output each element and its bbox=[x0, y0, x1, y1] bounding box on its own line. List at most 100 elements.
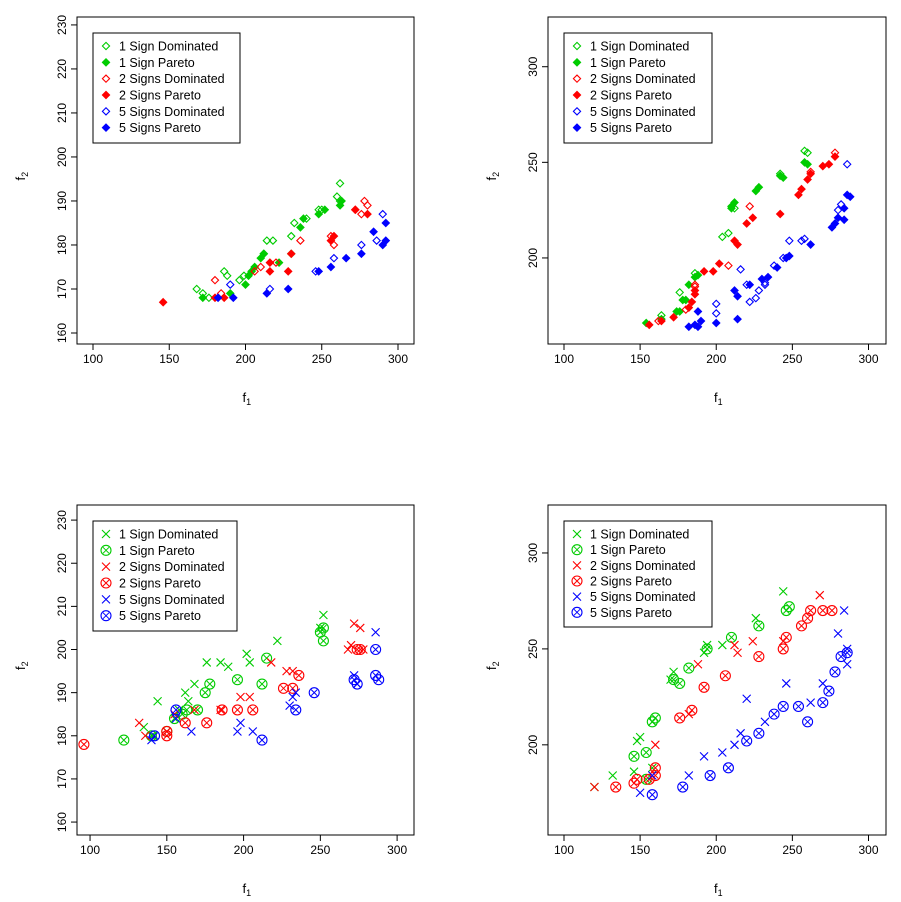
data-point-cross bbox=[258, 736, 266, 744]
data-point bbox=[690, 289, 700, 299]
data-point-cross bbox=[651, 772, 659, 779]
legend-label: 1 Sign Dominated bbox=[119, 40, 218, 54]
data-point bbox=[701, 643, 713, 655]
data-point bbox=[315, 623, 325, 633]
data-point-cross bbox=[310, 689, 318, 697]
y-tick-label: 300 bbox=[526, 56, 540, 76]
y-axis-label-sub: 2 bbox=[20, 172, 30, 177]
data-point bbox=[283, 267, 293, 276]
data-point bbox=[161, 730, 173, 742]
data-point bbox=[818, 161, 828, 171]
data-point bbox=[358, 645, 368, 654]
data-point bbox=[286, 231, 296, 241]
data-point-cross bbox=[633, 776, 641, 783]
data-point bbox=[171, 714, 181, 723]
data-point-cross bbox=[676, 714, 684, 722]
data-point bbox=[647, 771, 657, 780]
data-point bbox=[693, 307, 703, 316]
x-axis-label-sub: 1 bbox=[718, 397, 723, 407]
data-point bbox=[719, 670, 731, 682]
data-point-cross bbox=[201, 689, 209, 697]
data-point bbox=[250, 267, 260, 276]
data-point-circle bbox=[118, 734, 130, 746]
data-point-cross bbox=[280, 684, 287, 692]
data-point bbox=[795, 620, 808, 632]
data-point-circle bbox=[317, 635, 329, 647]
legend-marker bbox=[572, 106, 582, 116]
legend-marker bbox=[101, 90, 111, 100]
data-point bbox=[78, 738, 90, 750]
data-point bbox=[296, 222, 305, 232]
data-point bbox=[780, 604, 792, 617]
legend-marker bbox=[101, 74, 111, 84]
data-point bbox=[265, 258, 275, 267]
x-tick-label: 300 bbox=[858, 352, 878, 366]
data-point bbox=[308, 687, 320, 699]
data-point-cross bbox=[218, 706, 226, 714]
data-point-cross bbox=[676, 680, 684, 687]
data-point bbox=[277, 682, 290, 694]
data-point bbox=[736, 728, 745, 738]
data-point bbox=[349, 619, 359, 629]
data-point bbox=[842, 659, 852, 669]
data-point-circle bbox=[351, 678, 363, 690]
data-point-circle bbox=[181, 704, 193, 716]
data-point bbox=[797, 236, 806, 246]
legend-marker bbox=[572, 90, 582, 100]
data-point-cross bbox=[258, 680, 266, 688]
series-5-signs-dominated bbox=[147, 627, 381, 745]
legend-label: 2 Signs Pareto bbox=[119, 89, 201, 103]
data-point-circle bbox=[753, 651, 765, 663]
legend-box bbox=[92, 520, 238, 632]
data-point bbox=[355, 623, 365, 633]
data-point bbox=[751, 186, 761, 196]
legend-marker-cross bbox=[102, 546, 110, 554]
legend-label: 2 Signs Dominated bbox=[590, 559, 696, 573]
data-point-circle bbox=[293, 669, 305, 681]
data-point bbox=[320, 205, 330, 215]
data-point-circle bbox=[668, 674, 680, 686]
data-point bbox=[245, 658, 255, 667]
data-point-cross bbox=[203, 719, 211, 727]
data-point-circle bbox=[783, 601, 795, 613]
data-point-cross bbox=[782, 607, 790, 614]
data-point bbox=[753, 620, 765, 632]
data-point bbox=[839, 215, 849, 225]
data-point bbox=[757, 274, 767, 284]
data-point bbox=[286, 249, 296, 259]
data-point bbox=[675, 307, 685, 316]
x-tick-label: 200 bbox=[706, 843, 726, 857]
y-tick-label: 200 bbox=[526, 248, 540, 268]
data-point-circle bbox=[741, 735, 753, 747]
data-point-circle bbox=[148, 730, 161, 742]
plot-bottom-right: 100 150 200 250 300 200 250 300 f1 f2 1 Sign Domin… bbox=[484, 504, 887, 898]
data-point bbox=[833, 629, 843, 638]
data-point-circle bbox=[753, 620, 765, 632]
data-point bbox=[724, 228, 733, 238]
data-point bbox=[346, 640, 356, 650]
data-point bbox=[649, 712, 661, 724]
data-point bbox=[329, 231, 339, 241]
data-point bbox=[191, 704, 204, 716]
data-point bbox=[354, 643, 366, 656]
data-point bbox=[772, 263, 782, 272]
data-point bbox=[317, 622, 329, 634]
legend-label: 1 Sign Pareto bbox=[119, 544, 195, 558]
data-point-circle bbox=[351, 643, 363, 656]
series-2-signs-dominated bbox=[210, 196, 372, 298]
legend-label: 1 Sign Dominated bbox=[590, 40, 689, 54]
data-point bbox=[256, 734, 268, 746]
data-point-circle bbox=[701, 643, 713, 655]
data-point bbox=[777, 700, 789, 713]
y-tick-label: 160 bbox=[55, 323, 69, 343]
data-point-cross bbox=[289, 684, 297, 692]
data-point bbox=[674, 677, 686, 689]
data-point bbox=[381, 218, 391, 228]
x-axis-label-sub: 1 bbox=[246, 397, 251, 407]
y-tick-label: 230 bbox=[55, 15, 69, 35]
y-tick-label: 180 bbox=[55, 235, 69, 255]
data-point bbox=[291, 688, 301, 698]
data-point bbox=[669, 312, 678, 322]
data-point bbox=[293, 669, 305, 681]
data-point-circle bbox=[704, 769, 716, 782]
